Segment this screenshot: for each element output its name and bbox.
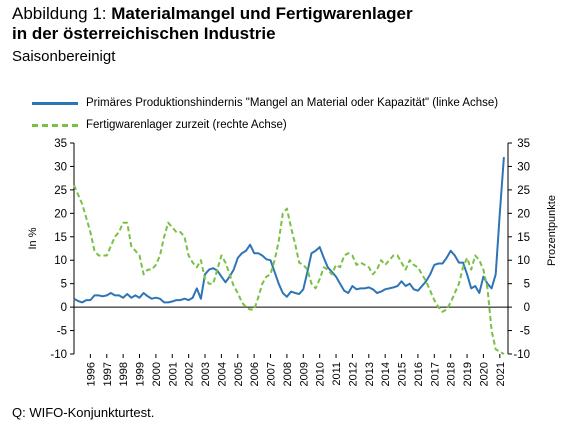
- x-tick-label: 2004: [216, 362, 228, 386]
- left-y-tick-label: 5: [61, 279, 67, 291]
- x-tick-label: 1998: [118, 362, 130, 386]
- x-tick-label: 2010: [315, 362, 327, 386]
- x-tick-label: 2013: [364, 362, 376, 386]
- x-tick-label: 2006: [249, 362, 261, 386]
- x-tick-label: 2018: [446, 362, 458, 386]
- right-y-tick-label: 10: [517, 255, 530, 267]
- figure-subtitle: Saisonbereinigt: [12, 48, 116, 65]
- x-tick-label: 2020: [478, 362, 490, 386]
- figure-title-block: Abbildung 1: Materialmangel und Fertigwa…: [12, 4, 413, 65]
- left-y-tick-label: 35: [54, 138, 67, 150]
- x-tick-label: 2007: [266, 362, 278, 386]
- source-note: Q: WIFO-Konjunkturtest.: [12, 405, 155, 420]
- left-y-tick-label: -10: [50, 349, 67, 361]
- series-line-2: [73, 184, 505, 355]
- legend-swatch-solid-line: [32, 101, 78, 105]
- right-y-tick-label: 25: [517, 185, 530, 197]
- left-y-tick-label: 10: [54, 255, 67, 267]
- x-tick-label: 2019: [462, 362, 474, 386]
- x-tick-label: 2011: [331, 362, 343, 386]
- x-tick-label: 2012: [347, 362, 359, 386]
- left-y-tick-label: 25: [54, 185, 67, 197]
- x-tick-label: 2021: [495, 362, 507, 386]
- figure-title-main: Materialmangel und Fertigwarenlager: [111, 4, 413, 23]
- x-tick-label: 1997: [102, 362, 114, 386]
- x-tick-label: 2002: [184, 362, 196, 386]
- right-y-tick-label: 5: [524, 279, 530, 291]
- left-y-tick-label: -5: [57, 326, 67, 338]
- legend-label-series-2: Fertigwarenlager zurzeit (rechte Achse): [86, 119, 287, 131]
- figure-title-line-2: in der österreichischen Industrie: [12, 24, 413, 44]
- figure-title-continuation: in der österreichischen Industrie: [12, 24, 276, 43]
- x-tick-label: 1996: [85, 362, 97, 386]
- left-y-tick-label: 30: [54, 161, 67, 173]
- figure-title-line-1: Abbildung 1: Materialmangel und Fertigwa…: [12, 4, 413, 24]
- x-tick-label: 1999: [135, 362, 147, 386]
- right-y-tick-label: 30: [517, 161, 530, 173]
- legend-label-series-1: Primäres Produktionshindernis "Mangel an…: [86, 97, 499, 109]
- figure-title-prefix: Abbildung 1:: [12, 4, 112, 23]
- left-y-tick-label: 0: [61, 302, 67, 314]
- legend-entry-series-1: Primäres Produktionshindernis "Mangel an…: [32, 92, 498, 114]
- x-tick-label: 2008: [282, 362, 294, 386]
- left-y-axis-title: In %: [27, 227, 39, 249]
- x-tick-label: 2003: [200, 362, 212, 386]
- left-y-tick-label: 20: [54, 208, 67, 220]
- x-tick-label: 2001: [167, 362, 179, 386]
- x-tick-label: 2014: [380, 362, 392, 386]
- x-tick-label: 2000: [151, 362, 163, 386]
- right-y-tick-label: 20: [517, 208, 530, 220]
- x-tick-label: 2005: [233, 362, 245, 386]
- legend-entry-series-2: Fertigwarenlager zurzeit (rechte Achse): [32, 114, 498, 136]
- x-tick-label: 2015: [397, 362, 409, 386]
- right-y-tick-label: 0: [524, 302, 530, 314]
- series-line-1: [73, 157, 505, 304]
- left-y-tick-label: 15: [54, 232, 67, 244]
- legend-swatch-dashed-line: [32, 123, 78, 127]
- right-y-tick-label: 35: [517, 138, 530, 150]
- right-y-tick-label: -5: [520, 326, 530, 338]
- x-tick-label: 2009: [298, 362, 310, 386]
- right-y-tick-label: 15: [517, 232, 530, 244]
- chart-legend: Primäres Produktionshindernis "Mangel an…: [32, 92, 498, 136]
- right-y-tick-label: -10: [513, 349, 530, 361]
- x-tick-label: 2017: [429, 362, 441, 386]
- right-y-axis-title: Prozentpunkte: [546, 195, 558, 266]
- x-tick-label: 2016: [413, 362, 425, 386]
